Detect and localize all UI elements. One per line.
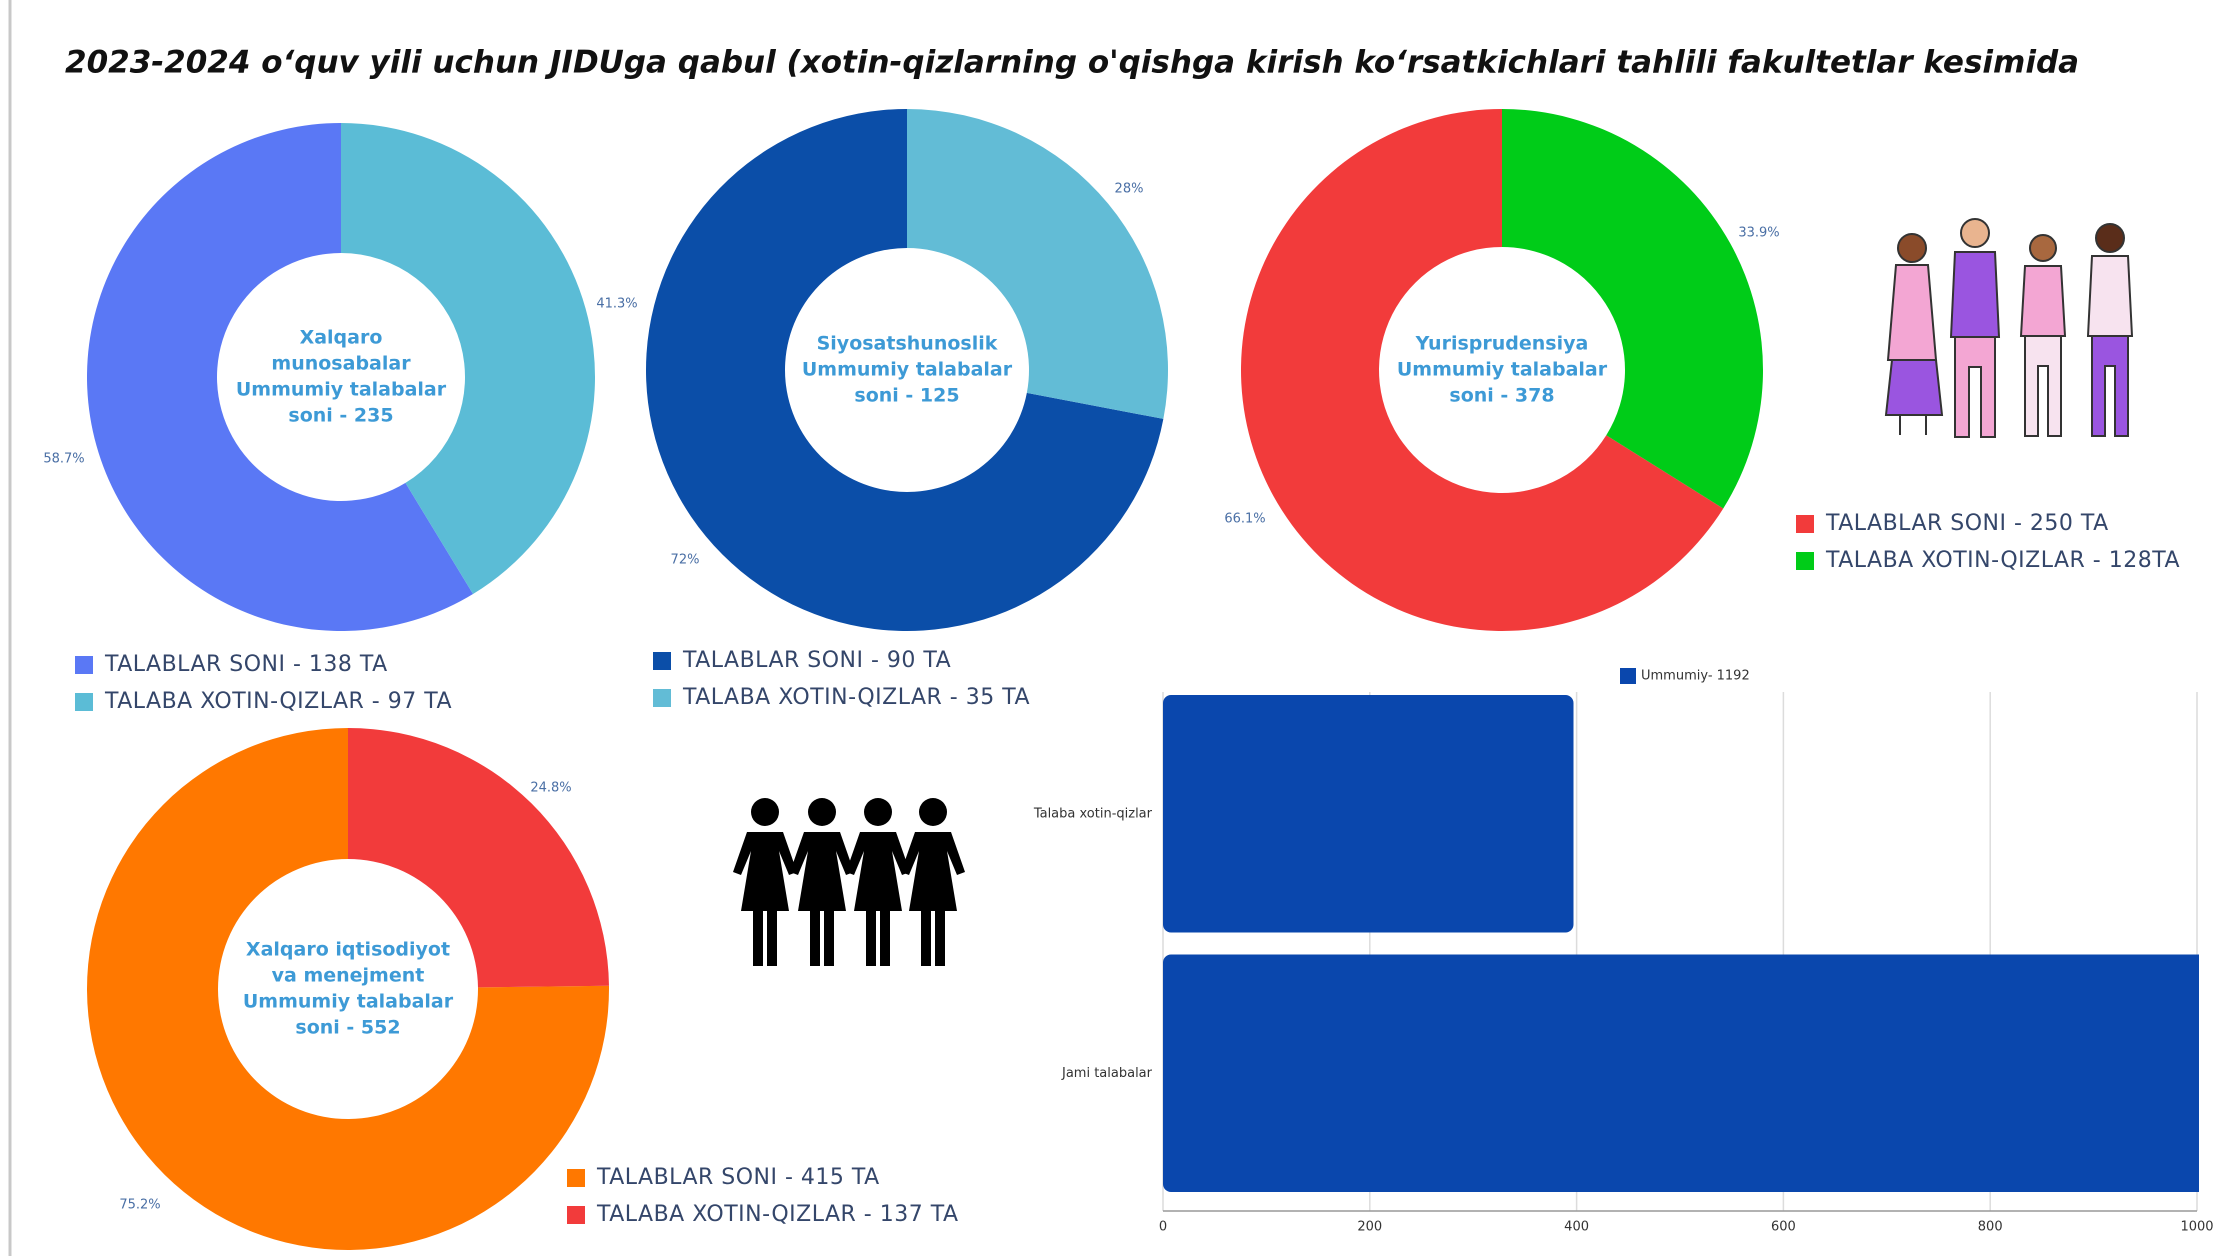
slice-label: 66.1% xyxy=(1224,512,1265,527)
legend-swatch xyxy=(1796,552,1814,570)
legend-swatch xyxy=(567,1206,585,1224)
plot-area xyxy=(1163,695,2199,1192)
center-label: Ummumiy talabalar xyxy=(236,379,447,401)
slice-label: 28% xyxy=(1115,182,1144,197)
bar xyxy=(1163,695,1574,933)
slice-label: 75.2% xyxy=(119,1198,160,1213)
page-title: 2023-2024 o‘quv yili uchun JIDUga qabul … xyxy=(65,45,2079,81)
center-label: soni - 125 xyxy=(854,385,959,407)
slice-label: 33.9% xyxy=(1738,226,1779,241)
donut-slice xyxy=(86,728,609,1250)
donut-slice xyxy=(907,109,1168,419)
slice-label: 41.3% xyxy=(596,297,637,312)
legend-label: TALABA XOTIN-QIZLAR - 128TA xyxy=(1825,548,2180,573)
donut-slice xyxy=(1502,108,1763,509)
center-label: Ummumiy talabalar xyxy=(1397,359,1608,381)
legend-swatch xyxy=(653,652,671,670)
donut-slice xyxy=(341,123,595,594)
center-label: munosabalar xyxy=(271,353,411,375)
people-illustration xyxy=(1884,218,2134,438)
women-icon xyxy=(733,798,965,966)
donut-slice xyxy=(645,109,1164,632)
center-label: soni - 235 xyxy=(288,405,393,427)
center-label: Yurisprudensiya xyxy=(1415,333,1589,355)
slice-label: 24.8% xyxy=(530,781,571,796)
center-label: Siyosatshunoslik xyxy=(817,333,998,355)
center-label: Ummumiy talabalar xyxy=(243,991,454,1013)
bar xyxy=(1163,954,2199,1192)
legend-swatch xyxy=(75,693,93,711)
center-label: soni - 378 xyxy=(1449,385,1554,407)
x-tick-label: 200 xyxy=(1357,1220,1382,1235)
center-label: soni - 552 xyxy=(295,1017,400,1039)
slice-label: 58.7% xyxy=(43,452,84,467)
legend-swatch xyxy=(75,656,93,674)
center-label: va menejment xyxy=(272,965,425,987)
donut-slice xyxy=(86,123,474,631)
x-tick-label: 0 xyxy=(1159,1220,1167,1235)
x-tick-label: 800 xyxy=(1978,1220,2003,1235)
legend-swatch xyxy=(1620,668,1636,684)
legend-label: TALABA XOTIN-QIZLAR - 97 TA xyxy=(104,689,452,714)
donut-slice xyxy=(1241,109,1724,631)
legend-label: TALABLAR SONI - 415 TA xyxy=(596,1165,880,1190)
legend-label: Ummumiy- 1192 xyxy=(1641,669,1750,684)
x-tick-label: 400 xyxy=(1564,1220,1589,1235)
legend-label: TALABA XOTIN-QIZLAR - 137 TA xyxy=(596,1202,959,1227)
center-label: Xalqaro xyxy=(300,327,383,349)
legend-label: TALABLAR SONI - 90 TA xyxy=(682,648,951,673)
y-tick-label: Talaba xotin-qizlar xyxy=(1033,806,1153,821)
center-label: Ummumiy talabalar xyxy=(802,359,1013,381)
center-label: Xalqaro iqtisodiyot xyxy=(246,939,450,961)
legend-label: TALABLAR SONI - 138 TA xyxy=(104,652,388,677)
y-tick-label: Jami talabalar xyxy=(1061,1066,1153,1081)
legend-swatch xyxy=(1796,515,1814,533)
legend-swatch xyxy=(567,1169,585,1187)
legend-label: TALABA XOTIN-QIZLAR - 35 TA xyxy=(682,685,1030,710)
legend-label: TALABLAR SONI - 250 TA xyxy=(1825,511,2109,536)
slice-label: 72% xyxy=(671,553,700,568)
x-tick-label: 1000 xyxy=(2180,1220,2213,1235)
donut-slice xyxy=(348,728,609,988)
legend-swatch xyxy=(653,689,671,707)
x-tick-label: 600 xyxy=(1771,1220,1796,1235)
